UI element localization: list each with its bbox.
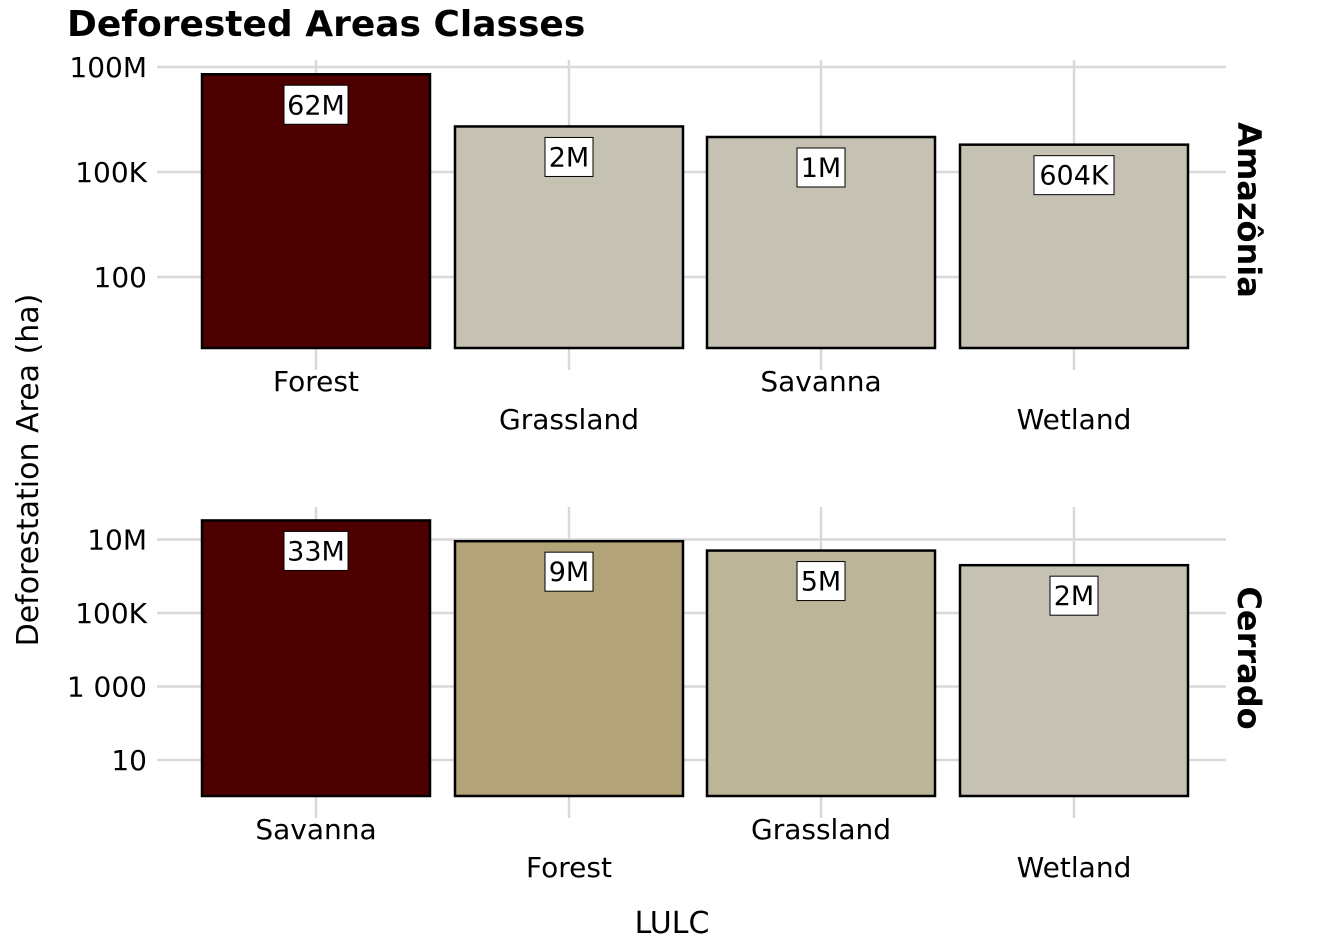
- data-label-box: [544, 551, 594, 592]
- data-label: 2M: [1054, 581, 1094, 612]
- data-label: 604K: [1039, 161, 1110, 192]
- data-label: 1M: [801, 153, 841, 184]
- y-tick-label: 10M: [87, 524, 147, 557]
- y-tick-label: 10: [111, 744, 147, 777]
- y-axis-title: Deforestation Area (ha): [11, 294, 46, 647]
- y-tick-label: 100M: [69, 51, 147, 84]
- facet-strip-label: Cerrado: [1230, 586, 1268, 729]
- data-label: 33M: [287, 536, 345, 567]
- bar: [958, 143, 1190, 350]
- x-tick-label: Forest: [526, 851, 612, 884]
- chart-title: Deforested Areas Classes: [67, 4, 585, 45]
- data-label-box: [1033, 155, 1115, 196]
- data-label-box: [283, 84, 349, 125]
- x-tick-label: Forest: [273, 365, 359, 398]
- y-tick-label: 100K: [75, 156, 147, 189]
- facet-strip-label: Amazônia: [1230, 122, 1268, 298]
- data-label: 5M: [801, 567, 841, 598]
- data-label-box: [544, 136, 594, 177]
- x-axis-title: LULC: [635, 906, 710, 940]
- data-label-box: [796, 147, 846, 188]
- x-tick-label: Savanna: [255, 813, 376, 846]
- x-tick-label: Wetland: [1017, 851, 1132, 884]
- data-label-box: [1049, 575, 1099, 616]
- data-label: 62M: [287, 90, 345, 121]
- facet-panels: 100 100K 100M 62M 2M 1M 604K Forest Grassland Sav…: [67, 51, 1268, 884]
- x-tick-label: Savanna: [760, 365, 881, 398]
- y-tick-label: 100: [94, 261, 147, 294]
- x-tick-label: Wetland: [1017, 403, 1132, 436]
- x-tick-label: Grassland: [751, 813, 891, 846]
- y-tick-label: 1 000: [67, 671, 147, 704]
- y-tick-label: 100K: [75, 597, 147, 630]
- data-label: 2M: [549, 142, 589, 173]
- data-label-box: [796, 561, 846, 602]
- data-label-box: [283, 530, 349, 571]
- x-tick-label: Grassland: [499, 403, 639, 436]
- facet-0: 100 100K 100M 62M 2M 1M 604K Forest Grassland Sav…: [69, 51, 1268, 436]
- data-label: 9M: [549, 557, 589, 588]
- facet-1: 10 1 000 100K 10M 33M 9M 5M 2M Savanna Forest Gras…: [67, 507, 1268, 884]
